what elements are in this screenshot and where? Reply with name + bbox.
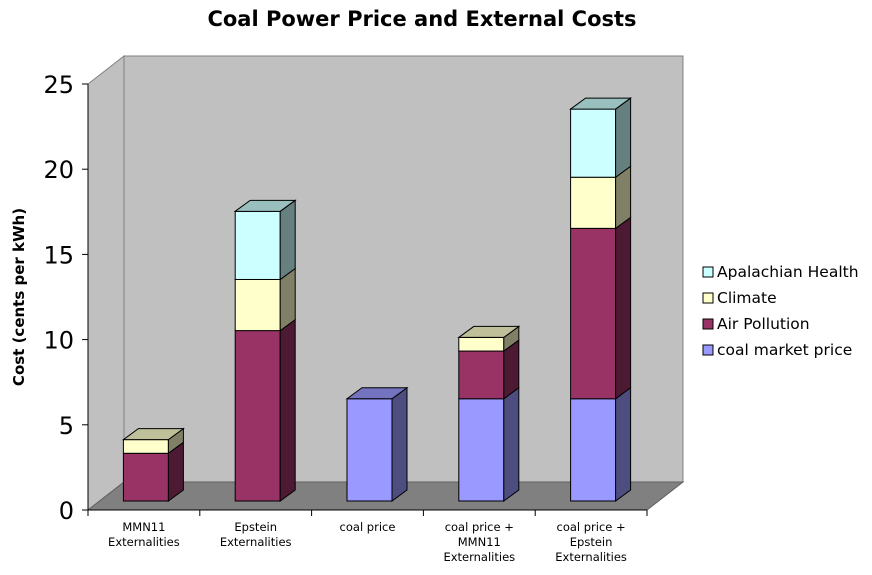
bar-segment — [345, 386, 409, 502]
bar-segment — [458, 339, 520, 400]
bar-top — [233, 199, 297, 212]
bar-segment — [570, 386, 632, 502]
bar-front — [346, 398, 393, 502]
axes: 0510152025MMN11ExternalitiesEpsteinExter… — [43, 71, 648, 564]
bar-front — [122, 452, 169, 502]
bar-segment — [457, 325, 521, 353]
x-tick-label: Externalities — [443, 550, 515, 564]
x-tick-label: Externalities — [555, 550, 627, 564]
bar-segment — [121, 427, 185, 455]
bar-front — [234, 330, 281, 502]
legend-swatch — [702, 266, 714, 278]
y-tick-label: 10 — [43, 327, 74, 355]
bar-front — [570, 227, 617, 400]
bar-side — [279, 318, 296, 502]
x-tick-label: Externalities — [220, 535, 292, 549]
bar-front — [570, 398, 617, 502]
bar-front — [234, 210, 281, 280]
bars — [121, 97, 633, 502]
bar-side — [615, 386, 632, 502]
bar-front — [458, 350, 505, 400]
bar-front — [122, 439, 169, 454]
bar-front — [458, 398, 505, 502]
bar-side — [503, 386, 520, 502]
x-tick-label: coal price + — [557, 520, 626, 534]
bar-side — [615, 216, 632, 400]
x-tick-label: Epstein — [570, 535, 613, 549]
bar-front — [458, 336, 505, 352]
legend-label: Air Pollution — [717, 315, 810, 333]
bar-side — [279, 199, 296, 281]
bar-front — [570, 108, 617, 178]
y-tick-label: 5 — [59, 412, 74, 440]
bar-front — [570, 176, 617, 229]
side-wall — [87, 54, 125, 512]
legend-label: coal market price — [717, 341, 852, 359]
bar-segment — [233, 199, 297, 281]
bar-top — [457, 325, 521, 338]
bar-side — [391, 386, 408, 502]
y-tick-label: 25 — [43, 71, 74, 99]
x-tick-label: coal price + — [445, 520, 514, 534]
y-tick-label: 0 — [59, 497, 74, 525]
x-tick-label: MMN11 — [458, 535, 501, 549]
legend-label: Climate — [717, 289, 777, 307]
bar-segment — [458, 386, 520, 502]
bar-side — [615, 97, 632, 179]
bar-segment — [570, 165, 632, 230]
bar-top — [345, 387, 409, 400]
bar-top — [121, 428, 185, 441]
legend-swatch — [702, 292, 714, 304]
bar-front — [234, 278, 281, 332]
bar-segment — [569, 97, 633, 179]
legend-swatch — [702, 344, 714, 356]
legend-label: Apalachian Health — [717, 263, 859, 281]
y-axis-label: Cost (cents per kWh) — [10, 208, 28, 386]
chart-title: Coal Power Price and External Costs — [207, 7, 636, 31]
x-tick-label: Externalities — [108, 535, 180, 549]
y-tick-label: 15 — [43, 241, 74, 269]
x-tick-label: coal price — [340, 520, 396, 534]
legend: Apalachian Health Climate Air Pollution coa… — [702, 263, 859, 359]
bar-segment — [570, 216, 632, 400]
bar-segment — [122, 441, 184, 502]
bar-segment — [234, 318, 296, 502]
bar-top — [569, 97, 633, 110]
x-tick-label: MMN11 — [122, 520, 165, 534]
legend-swatch — [702, 318, 714, 330]
x-tick-label: Epstein — [234, 520, 277, 534]
y-tick-label: 20 — [43, 156, 74, 184]
